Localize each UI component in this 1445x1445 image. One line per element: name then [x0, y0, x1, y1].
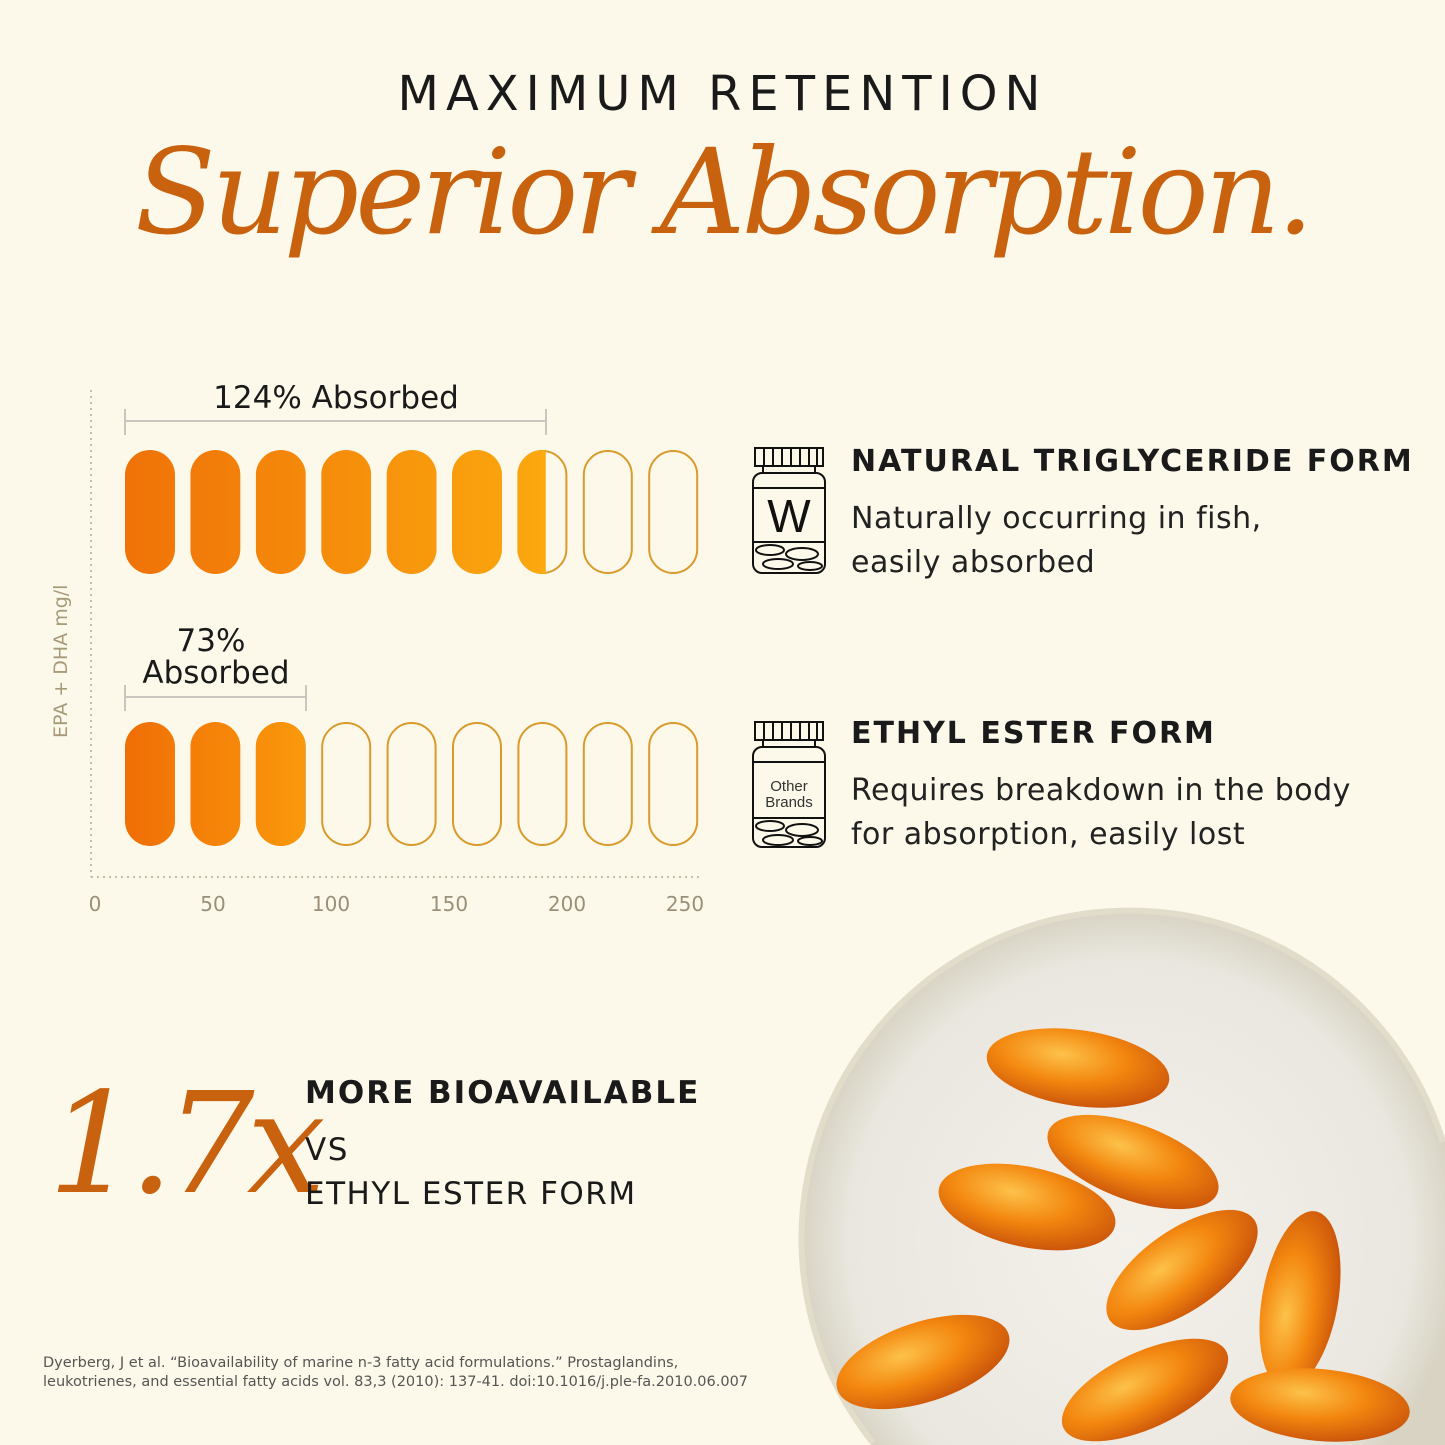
- annotation-73-line2: Absorbed: [142, 655, 289, 691]
- feature-title-triglyceride: NATURAL TRIGLYCERIDE FORM: [851, 444, 1414, 479]
- x-tick-label: 100: [312, 892, 350, 916]
- feature-body-ethyl-ester: Requires breakdown in the body for absor…: [851, 769, 1351, 857]
- bar-1: [125, 450, 699, 574]
- annotation-124: 124% Absorbed: [213, 380, 459, 416]
- capsule-outline: [386, 722, 437, 846]
- capsule-outline: [648, 722, 699, 846]
- feature-body-line: easily absorbed: [851, 545, 1096, 580]
- capsule-fill: [255, 722, 306, 846]
- capsule-fill: [386, 450, 437, 574]
- annotation-73-line1: 73%: [177, 623, 246, 659]
- x-tick-label: 200: [548, 892, 586, 916]
- stat-line-1: MORE BIOAVAILABLE: [305, 1075, 701, 1111]
- capsule-outline: [517, 722, 568, 846]
- petri-dish-rim: [798, 907, 1445, 1445]
- x-tick-label: 250: [666, 892, 704, 916]
- bottle-label-line: Other: [770, 778, 808, 795]
- capsule-outline: [648, 450, 699, 574]
- w-logo: W: [767, 490, 811, 542]
- feature-body-line: Naturally occurring in fish,: [851, 501, 1262, 536]
- w-bottle-icon: W: [752, 447, 826, 574]
- bar-2: [125, 722, 699, 846]
- y-axis-label: EPA + DHA mg/l: [50, 585, 72, 738]
- x-tick-label: 0: [89, 892, 102, 916]
- feature-body-triglyceride: Naturally occurring in fish, easily abso…: [851, 497, 1262, 585]
- capsule-fill: [125, 450, 175, 574]
- headline: Superior Absorption.: [134, 123, 1314, 261]
- x-tick-label: 150: [430, 892, 468, 916]
- bracket-2: [124, 685, 307, 711]
- other-brands-bottle-icon: Other Brands: [752, 721, 826, 848]
- capsule-outline: [452, 722, 502, 846]
- capsule-outline: [321, 722, 372, 846]
- stat-line-2: VS: [305, 1132, 349, 1168]
- capsule-fill: [321, 450, 372, 574]
- capsule-fill: [452, 450, 502, 574]
- bottle-label-line: Brands: [765, 794, 813, 811]
- stat-value: 1.7x: [48, 1063, 326, 1226]
- x-tick-label: 50: [200, 892, 225, 916]
- stat-line-3: ETHYL ESTER FORM: [305, 1176, 637, 1212]
- capsule-outline: [582, 722, 633, 846]
- kicker-title: MAXIMUM RETENTION: [397, 66, 1048, 122]
- feature-body-line: for absorption, easily lost: [851, 817, 1246, 852]
- capsule-outline: [582, 450, 633, 574]
- capsule-fill: [190, 722, 241, 846]
- capsules: [836, 1028, 1410, 1442]
- feature-body-line: Requires breakdown in the body: [851, 773, 1351, 808]
- petri-dish-capsules-photo: [798, 907, 1445, 1445]
- citation-footnote: Dyerberg, J et al. “Bioavailability of m…: [43, 1355, 749, 1390]
- bracket-1: [124, 409, 547, 435]
- absorption-chart: EPA + DHA mg/l 0 50 100 150 200 250 124% Abso…: [50, 380, 704, 916]
- feature-title-ethyl-ester: ETHYL ESTER FORM: [851, 716, 1216, 751]
- capsule-fill: [190, 450, 241, 574]
- capsule-fill: [255, 450, 306, 574]
- capsule-fill: [517, 450, 546, 574]
- capsule-fill: [125, 722, 175, 846]
